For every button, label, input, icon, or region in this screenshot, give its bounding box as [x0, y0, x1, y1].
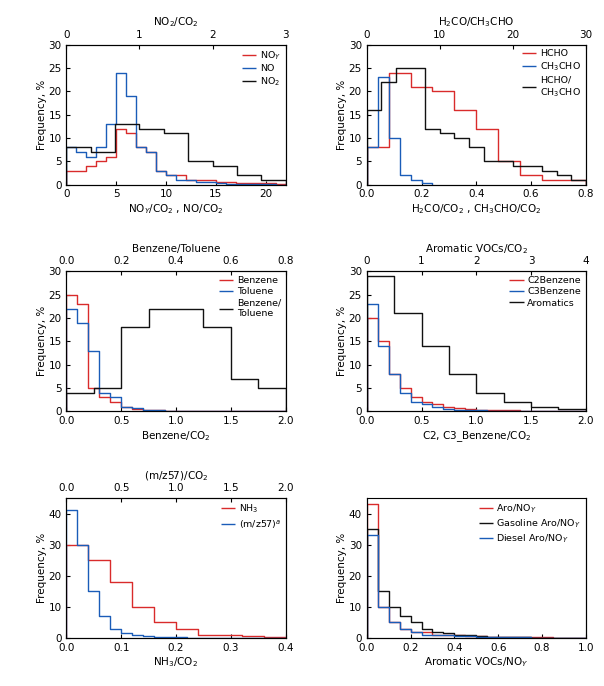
Legend: NH$_3$, (m/z57)$^a$: NH$_3$, (m/z57)$^a$ — [219, 501, 283, 532]
Y-axis label: Frequency, %: Frequency, % — [37, 533, 47, 603]
Y-axis label: Frequency, %: Frequency, % — [37, 306, 47, 377]
X-axis label: H$_2$CO/CH$_3$CHO: H$_2$CO/CH$_3$CHO — [438, 16, 515, 29]
X-axis label: Aromatic VOCs/NO$_Y$: Aromatic VOCs/NO$_Y$ — [424, 656, 528, 670]
X-axis label: Aromatic VOCs/CO$_2$: Aromatic VOCs/CO$_2$ — [425, 242, 528, 256]
X-axis label: C2, C3_Benzene/CO$_2$: C2, C3_Benzene/CO$_2$ — [422, 429, 531, 444]
X-axis label: NH$_3$/CO$_2$: NH$_3$/CO$_2$ — [153, 656, 199, 670]
X-axis label: Benzene/CO$_2$: Benzene/CO$_2$ — [141, 429, 211, 442]
Legend: Aro/NO$_Y$, Gasoline Aro/NO$_Y$, Diesel Aro/NO$_Y$: Aro/NO$_Y$, Gasoline Aro/NO$_Y$, Diesel … — [477, 501, 583, 547]
X-axis label: NO$_2$/CO$_2$: NO$_2$/CO$_2$ — [153, 16, 199, 29]
X-axis label: (m/z57)/CO$_2$: (m/z57)/CO$_2$ — [144, 469, 208, 483]
X-axis label: Benzene/Toluene: Benzene/Toluene — [132, 244, 220, 255]
Legend: C2Benzene, C3Benzene, Aromatics: C2Benzene, C3Benzene, Aromatics — [507, 274, 583, 309]
Y-axis label: Frequency, %: Frequency, % — [337, 533, 347, 603]
X-axis label: NO$_Y$/CO$_2$ , NO/CO$_2$: NO$_Y$/CO$_2$ , NO/CO$_2$ — [128, 202, 223, 216]
Y-axis label: Frequency, %: Frequency, % — [337, 306, 347, 377]
Legend: NO$_Y$, NO, NO$_2$: NO$_Y$, NO, NO$_2$ — [240, 47, 283, 90]
Legend: Benzene, Toluene, Benzene/
Toluene: Benzene, Toluene, Benzene/ Toluene — [217, 274, 283, 320]
Legend: HCHO, CH$_3$CHO, HCHO/
CH$_3$CHO: HCHO, CH$_3$CHO, HCHO/ CH$_3$CHO — [520, 47, 583, 101]
Y-axis label: Frequency, %: Frequency, % — [337, 80, 347, 150]
Y-axis label: Frequency, %: Frequency, % — [37, 80, 47, 150]
X-axis label: H$_2$CO/CO$_2$ , CH$_3$CHO/CO$_2$: H$_2$CO/CO$_2$ , CH$_3$CHO/CO$_2$ — [411, 202, 541, 216]
